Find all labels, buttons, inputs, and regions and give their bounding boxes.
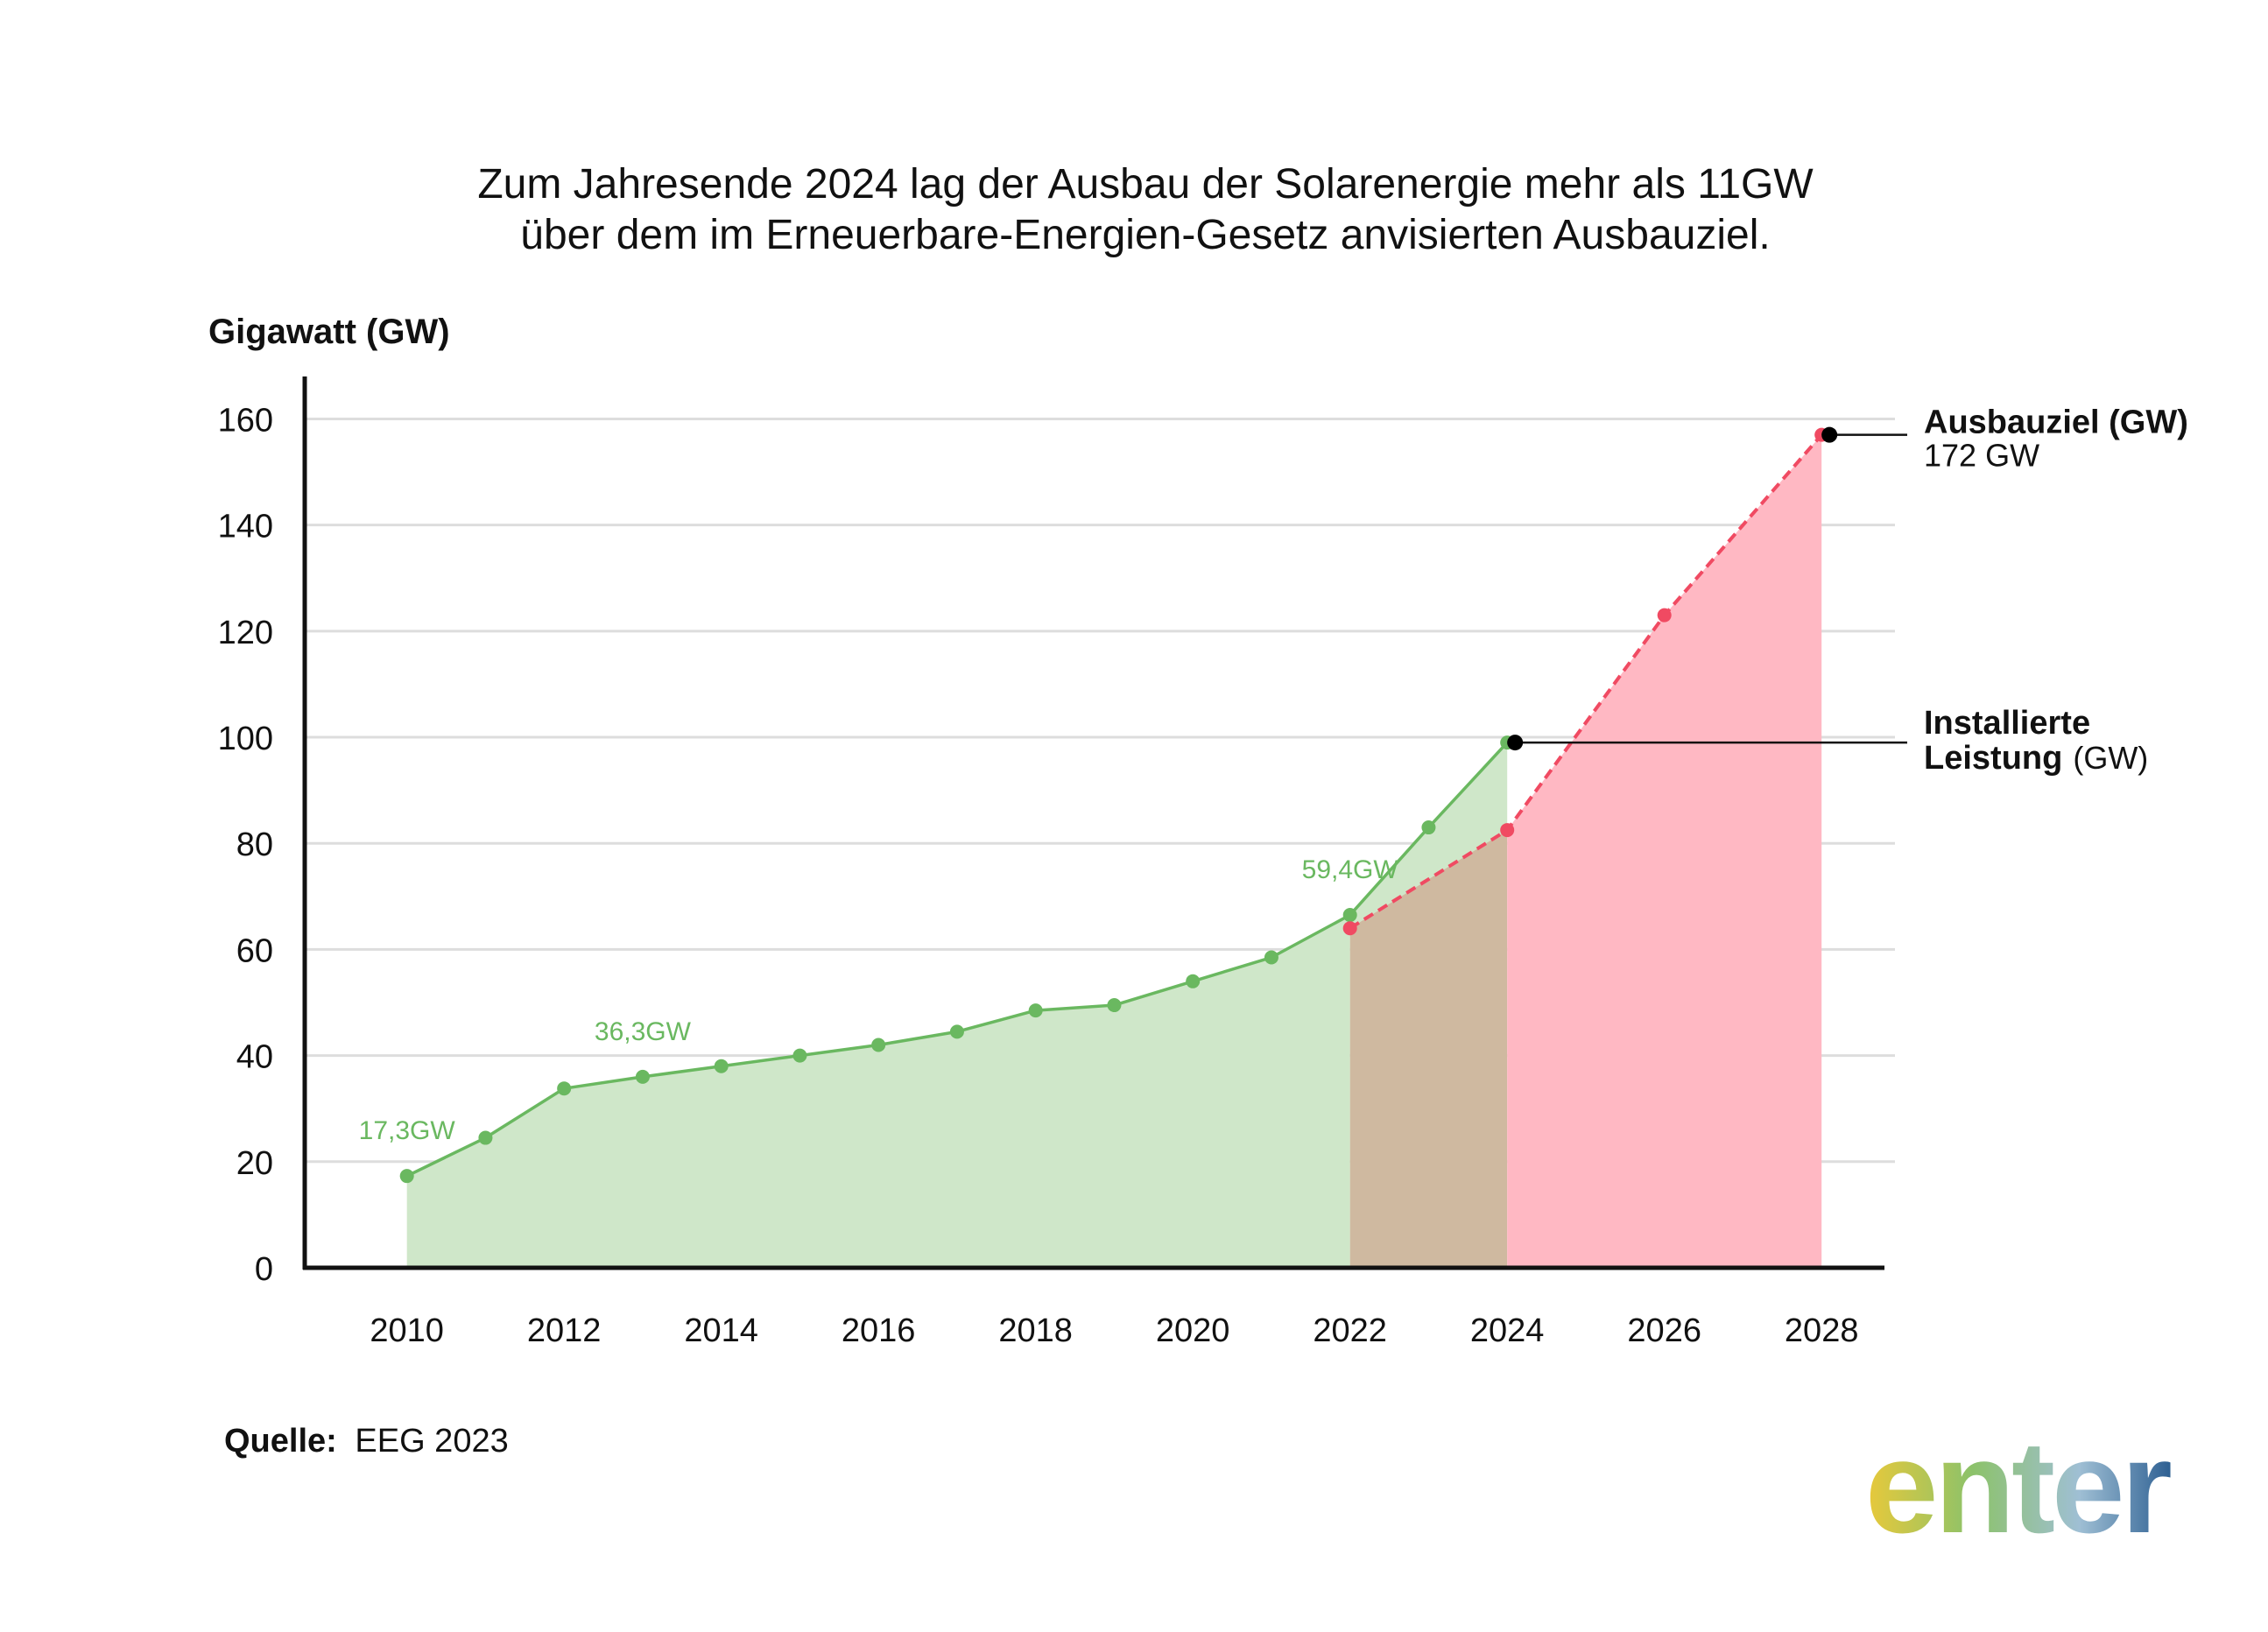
x-tick-label-2026: 2026 bbox=[1627, 1312, 1701, 1349]
legend-installed-unit: (GW) bbox=[2073, 740, 2148, 776]
target-area bbox=[1507, 434, 1822, 1268]
installed-point-2010 bbox=[399, 1169, 414, 1184]
installed-point-2019 bbox=[1107, 998, 1122, 1013]
installed-point-2011 bbox=[478, 1130, 493, 1145]
target-point-2026 bbox=[1657, 608, 1672, 623]
installed-area bbox=[406, 915, 1350, 1268]
installed-point-2012 bbox=[557, 1081, 572, 1096]
data-annotation-2: 59,4GW bbox=[1302, 855, 1399, 884]
x-tick-label-2014: 2014 bbox=[684, 1312, 758, 1349]
data-annotation-0: 17,3GW bbox=[359, 1116, 456, 1145]
installed-point-2018 bbox=[1028, 1003, 1043, 1018]
source-note: Quelle: EEG 2023 bbox=[224, 1423, 509, 1460]
x-tick-label-2010: 2010 bbox=[370, 1312, 444, 1349]
grid-lines bbox=[305, 417, 1895, 1164]
y-axis-label: Gigawatt (GW) bbox=[208, 313, 450, 351]
target-point-2022 bbox=[1342, 921, 1357, 936]
data-points bbox=[399, 427, 1829, 1184]
y-tick-label-40: 40 bbox=[236, 1039, 273, 1076]
installed-point-2023 bbox=[1421, 820, 1436, 835]
installed-point-2021 bbox=[1264, 950, 1278, 965]
y-tick-label-60: 60 bbox=[236, 932, 273, 969]
source-value: EEG 2023 bbox=[355, 1423, 508, 1460]
x-tick-label-2020: 2020 bbox=[1156, 1312, 1230, 1349]
area-fills bbox=[406, 434, 1822, 1268]
legend-marker-target bbox=[1821, 426, 1838, 443]
axes bbox=[302, 376, 1884, 1270]
source-label: Quelle: bbox=[224, 1423, 337, 1460]
installed-point-2014 bbox=[714, 1059, 729, 1073]
installed-point-2017 bbox=[949, 1024, 964, 1039]
data-annotation-1: 36,3GW bbox=[595, 1017, 692, 1046]
y-tick-label-100: 100 bbox=[218, 721, 273, 757]
chart-title-line-2: über dem im Erneuerbare-Energien-Gesetz … bbox=[520, 212, 1770, 258]
legend-installed-bold-word: Leistung bbox=[1924, 740, 2062, 777]
installed-point-2015 bbox=[792, 1048, 807, 1063]
legend: Ausbauziel (GW)172 GW InstallierteLeistun… bbox=[1507, 404, 2188, 777]
overlap-area bbox=[1349, 830, 1508, 1268]
x-tick-label-2028: 2028 bbox=[1785, 1312, 1859, 1349]
target-line bbox=[1349, 433, 1823, 930]
tick-labels: 0 20 40 60 80 100 120 140 160 2010 2012 2014 2016 201… bbox=[218, 402, 1859, 1349]
target-point-2024 bbox=[1500, 823, 1515, 838]
y-tick-label-20: 20 bbox=[236, 1145, 273, 1182]
y-tick-label-80: 80 bbox=[236, 827, 273, 863]
legend-installed-title-line-2: Leistung (GW) bbox=[1924, 740, 2148, 777]
legend-target-value: 172 GW bbox=[1924, 438, 2039, 474]
installed-point-2013 bbox=[635, 1069, 650, 1084]
x-tick-label-2022: 2022 bbox=[1313, 1312, 1387, 1349]
y-tick-label-140: 140 bbox=[218, 509, 273, 545]
legend-marker-installed bbox=[1507, 735, 1524, 751]
installed-area-above-target bbox=[1349, 742, 1508, 929]
x-tick-label-2012: 2012 bbox=[527, 1312, 602, 1349]
legend-target-title: Ausbauziel (GW) bbox=[1924, 404, 2188, 441]
data-annotations: 17,3GW 36,3GW 59,4GW bbox=[359, 855, 1399, 1145]
legend-installed-title-line-1: Installierte bbox=[1924, 705, 2090, 742]
enter-logo: enter bbox=[1865, 1413, 2171, 1560]
y-tick-label-160: 160 bbox=[218, 402, 273, 439]
y-tick-label-120: 120 bbox=[218, 615, 273, 651]
installed-point-2016 bbox=[871, 1038, 886, 1052]
x-tick-label-2018: 2018 bbox=[998, 1312, 1073, 1349]
installed-point-2020 bbox=[1186, 974, 1201, 988]
installed-point-2022 bbox=[1342, 908, 1357, 923]
chart-title-line-1: Zum Jahresende 2024 lag der Ausbau der S… bbox=[477, 161, 1814, 208]
x-tick-label-2024: 2024 bbox=[1470, 1312, 1545, 1349]
x-tick-label-2016: 2016 bbox=[842, 1312, 916, 1349]
y-tick-label-0: 0 bbox=[255, 1251, 273, 1288]
